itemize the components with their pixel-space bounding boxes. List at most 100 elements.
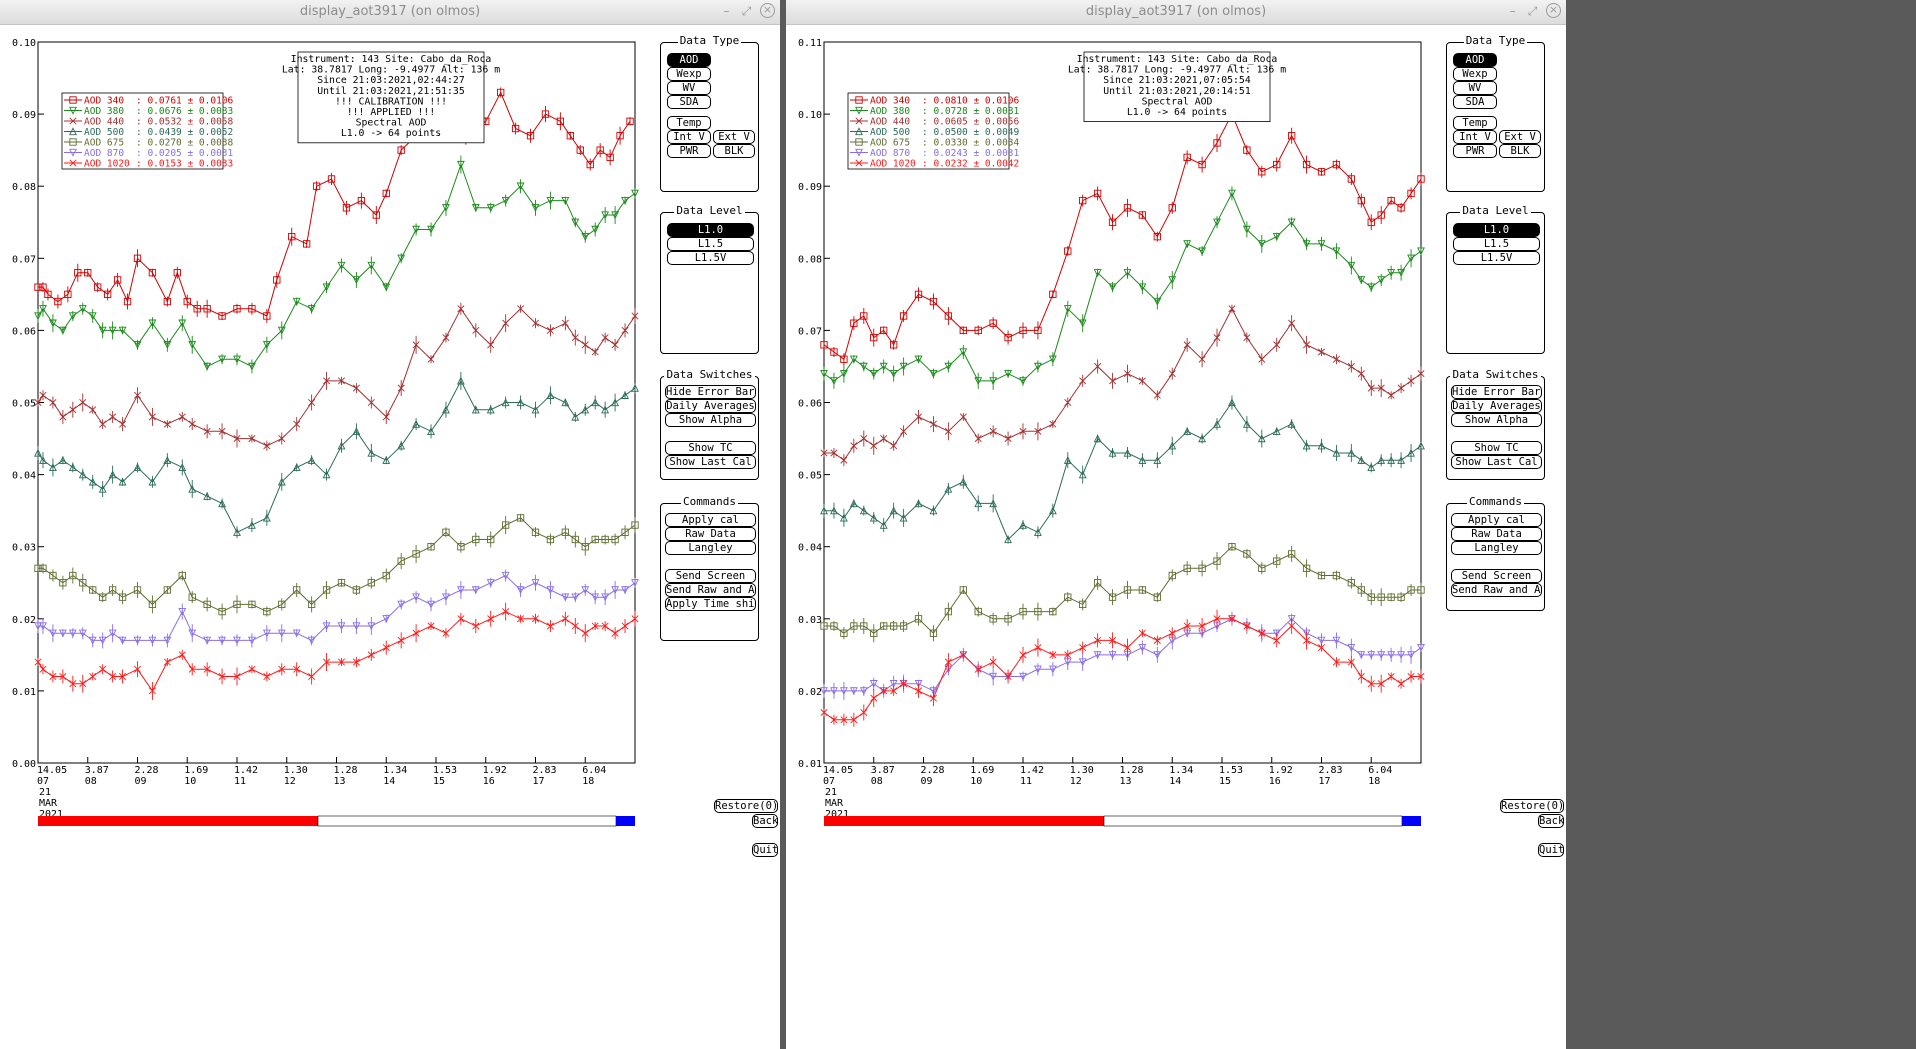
data-point bbox=[1049, 651, 1057, 659]
data-point bbox=[203, 362, 212, 371]
data-point bbox=[367, 651, 375, 659]
data-switches-panel: Data Switches Hide Error Bars Daily Aver… bbox=[1446, 368, 1545, 480]
data-point bbox=[621, 528, 629, 536]
temp-button[interactable]: Temp bbox=[667, 116, 711, 130]
int-v-button[interactable]: Int V bbox=[1453, 130, 1497, 144]
x-tick-top-label: 2.28 bbox=[921, 765, 945, 776]
hide-error-bars-button[interactable]: Hide Error Bars bbox=[1451, 385, 1542, 399]
data-point bbox=[74, 269, 82, 277]
x-tick-bottom-label: 07 bbox=[823, 776, 835, 787]
data-point bbox=[1332, 571, 1341, 580]
level-l15-button[interactable]: L1.5 bbox=[1453, 237, 1540, 251]
daily-averages-button[interactable]: Daily Averages bbox=[665, 399, 756, 413]
send-raw-and-aod-button[interactable]: Send Raw and AOD bbox=[1451, 583, 1542, 597]
sda-button[interactable]: SDA bbox=[1453, 95, 1497, 109]
maximize-icon[interactable]: ⤢ bbox=[1527, 4, 1538, 18]
raw-data-button[interactable]: Raw Data bbox=[1451, 527, 1542, 541]
data-point bbox=[859, 506, 868, 515]
show-tc-button[interactable]: Show TC bbox=[1451, 441, 1542, 455]
ext-v-button[interactable]: Ext V bbox=[713, 130, 755, 144]
data-point bbox=[1317, 240, 1326, 249]
show-alpha-button[interactable]: Show Alpha bbox=[1451, 413, 1542, 427]
wv-button[interactable]: WV bbox=[667, 81, 711, 95]
data-point bbox=[880, 435, 888, 443]
blk-button[interactable]: BLK bbox=[1499, 144, 1541, 158]
data-point bbox=[118, 477, 127, 486]
info-line: !!! APPLIED !!! bbox=[347, 107, 435, 118]
data-point bbox=[1138, 643, 1147, 652]
level-l15v-button[interactable]: L1.5V bbox=[1453, 251, 1540, 265]
data-point bbox=[278, 665, 286, 673]
quit-button[interactable]: Quit bbox=[752, 843, 778, 857]
data-point bbox=[118, 326, 127, 335]
data-point bbox=[989, 377, 998, 386]
right-window: display_aot3917 (on olmos) – ⤢ × 0.01 0.0… bbox=[786, 0, 1566, 1049]
level-l15v-button[interactable]: L1.5V bbox=[667, 251, 754, 265]
data-point bbox=[944, 362, 953, 371]
send-screen-button[interactable]: Send Screen bbox=[665, 569, 756, 583]
aod-button[interactable]: AOD bbox=[667, 53, 711, 67]
data-point bbox=[263, 672, 271, 680]
send-raw-and-aod-button[interactable]: Send Raw and AOD bbox=[665, 583, 756, 597]
data-point bbox=[382, 571, 390, 580]
show-last-cal-button[interactable]: Show Last Cal bbox=[665, 455, 756, 469]
level-l15-button[interactable]: L1.5 bbox=[667, 237, 754, 251]
data-type-panel: Data Type AOD Wexp WV SDA Temp Int V Ext… bbox=[660, 34, 759, 192]
data-point bbox=[382, 189, 390, 198]
data-point bbox=[1064, 398, 1072, 407]
data-point bbox=[1357, 276, 1366, 285]
apply-cal-button[interactable]: Apply cal bbox=[665, 513, 756, 527]
langley-button[interactable]: Langley bbox=[1451, 541, 1542, 555]
apply-cal-button[interactable]: Apply cal bbox=[1451, 513, 1542, 527]
hide-error-bars-button[interactable]: Hide Error Bars bbox=[665, 385, 756, 399]
restore-button[interactable]: Restore(0) bbox=[1500, 799, 1564, 813]
data-point bbox=[914, 615, 923, 623]
wv-button[interactable]: WV bbox=[1453, 81, 1497, 95]
temp-button[interactable]: Temp bbox=[1453, 116, 1497, 130]
data-point bbox=[1198, 434, 1207, 443]
raw-data-button[interactable]: Raw Data bbox=[665, 527, 756, 541]
data-point bbox=[850, 319, 858, 327]
data-point bbox=[78, 629, 87, 638]
daily-averages-button[interactable]: Daily Averages bbox=[1451, 399, 1542, 413]
show-last-cal-button[interactable]: Show Last Cal bbox=[1451, 455, 1542, 469]
show-alpha-button[interactable]: Show Alpha bbox=[665, 413, 756, 427]
data-point bbox=[1397, 204, 1405, 212]
info-box-frame bbox=[297, 51, 485, 144]
level-l10-button[interactable]: L1.0 bbox=[667, 223, 754, 237]
close-icon[interactable]: × bbox=[760, 3, 775, 18]
blk-button[interactable]: BLK bbox=[713, 144, 755, 158]
data-point bbox=[68, 629, 77, 638]
maximize-icon[interactable]: ⤢ bbox=[741, 4, 752, 18]
data-point bbox=[1153, 455, 1162, 464]
data-point bbox=[1034, 644, 1042, 652]
wexp-button[interactable]: Wexp bbox=[1453, 67, 1497, 81]
back-button[interactable]: Back bbox=[752, 814, 778, 828]
minimize-icon[interactable]: – bbox=[723, 4, 730, 18]
send-screen-button[interactable]: Send Screen bbox=[1451, 569, 1542, 583]
quit-button[interactable]: Quit bbox=[1538, 843, 1564, 857]
pwr-button[interactable]: PWR bbox=[667, 144, 711, 158]
legend-marker bbox=[855, 148, 863, 157]
aod-button[interactable]: AOD bbox=[1453, 53, 1497, 67]
wexp-button[interactable]: Wexp bbox=[667, 67, 711, 81]
ext-v-button[interactable]: Ext V bbox=[1499, 130, 1541, 144]
int-v-button[interactable]: Int V bbox=[667, 130, 711, 144]
sda-button[interactable]: SDA bbox=[667, 95, 711, 109]
data-point bbox=[203, 492, 212, 500]
x-tick-top-label: 1.28 bbox=[334, 765, 358, 776]
legend-label: AOD 380 bbox=[870, 106, 910, 117]
pwr-button[interactable]: PWR bbox=[1453, 144, 1497, 158]
data-point bbox=[1367, 463, 1376, 472]
back-button[interactable]: Back bbox=[1538, 814, 1564, 828]
apply-time-shift-button[interactable]: Apply Time shift bbox=[665, 597, 756, 611]
level-l10-button[interactable]: L1.0 bbox=[1453, 223, 1540, 237]
restore-button[interactable]: Restore(0) bbox=[714, 799, 778, 813]
y-tick-label: 0.09 bbox=[798, 182, 822, 193]
langley-button[interactable]: Langley bbox=[665, 541, 756, 555]
close-icon[interactable]: × bbox=[1546, 3, 1561, 18]
data-point bbox=[830, 377, 838, 386]
show-tc-button[interactable]: Show TC bbox=[665, 441, 756, 455]
minimize-icon[interactable]: – bbox=[1509, 4, 1516, 18]
data-point bbox=[915, 413, 923, 421]
